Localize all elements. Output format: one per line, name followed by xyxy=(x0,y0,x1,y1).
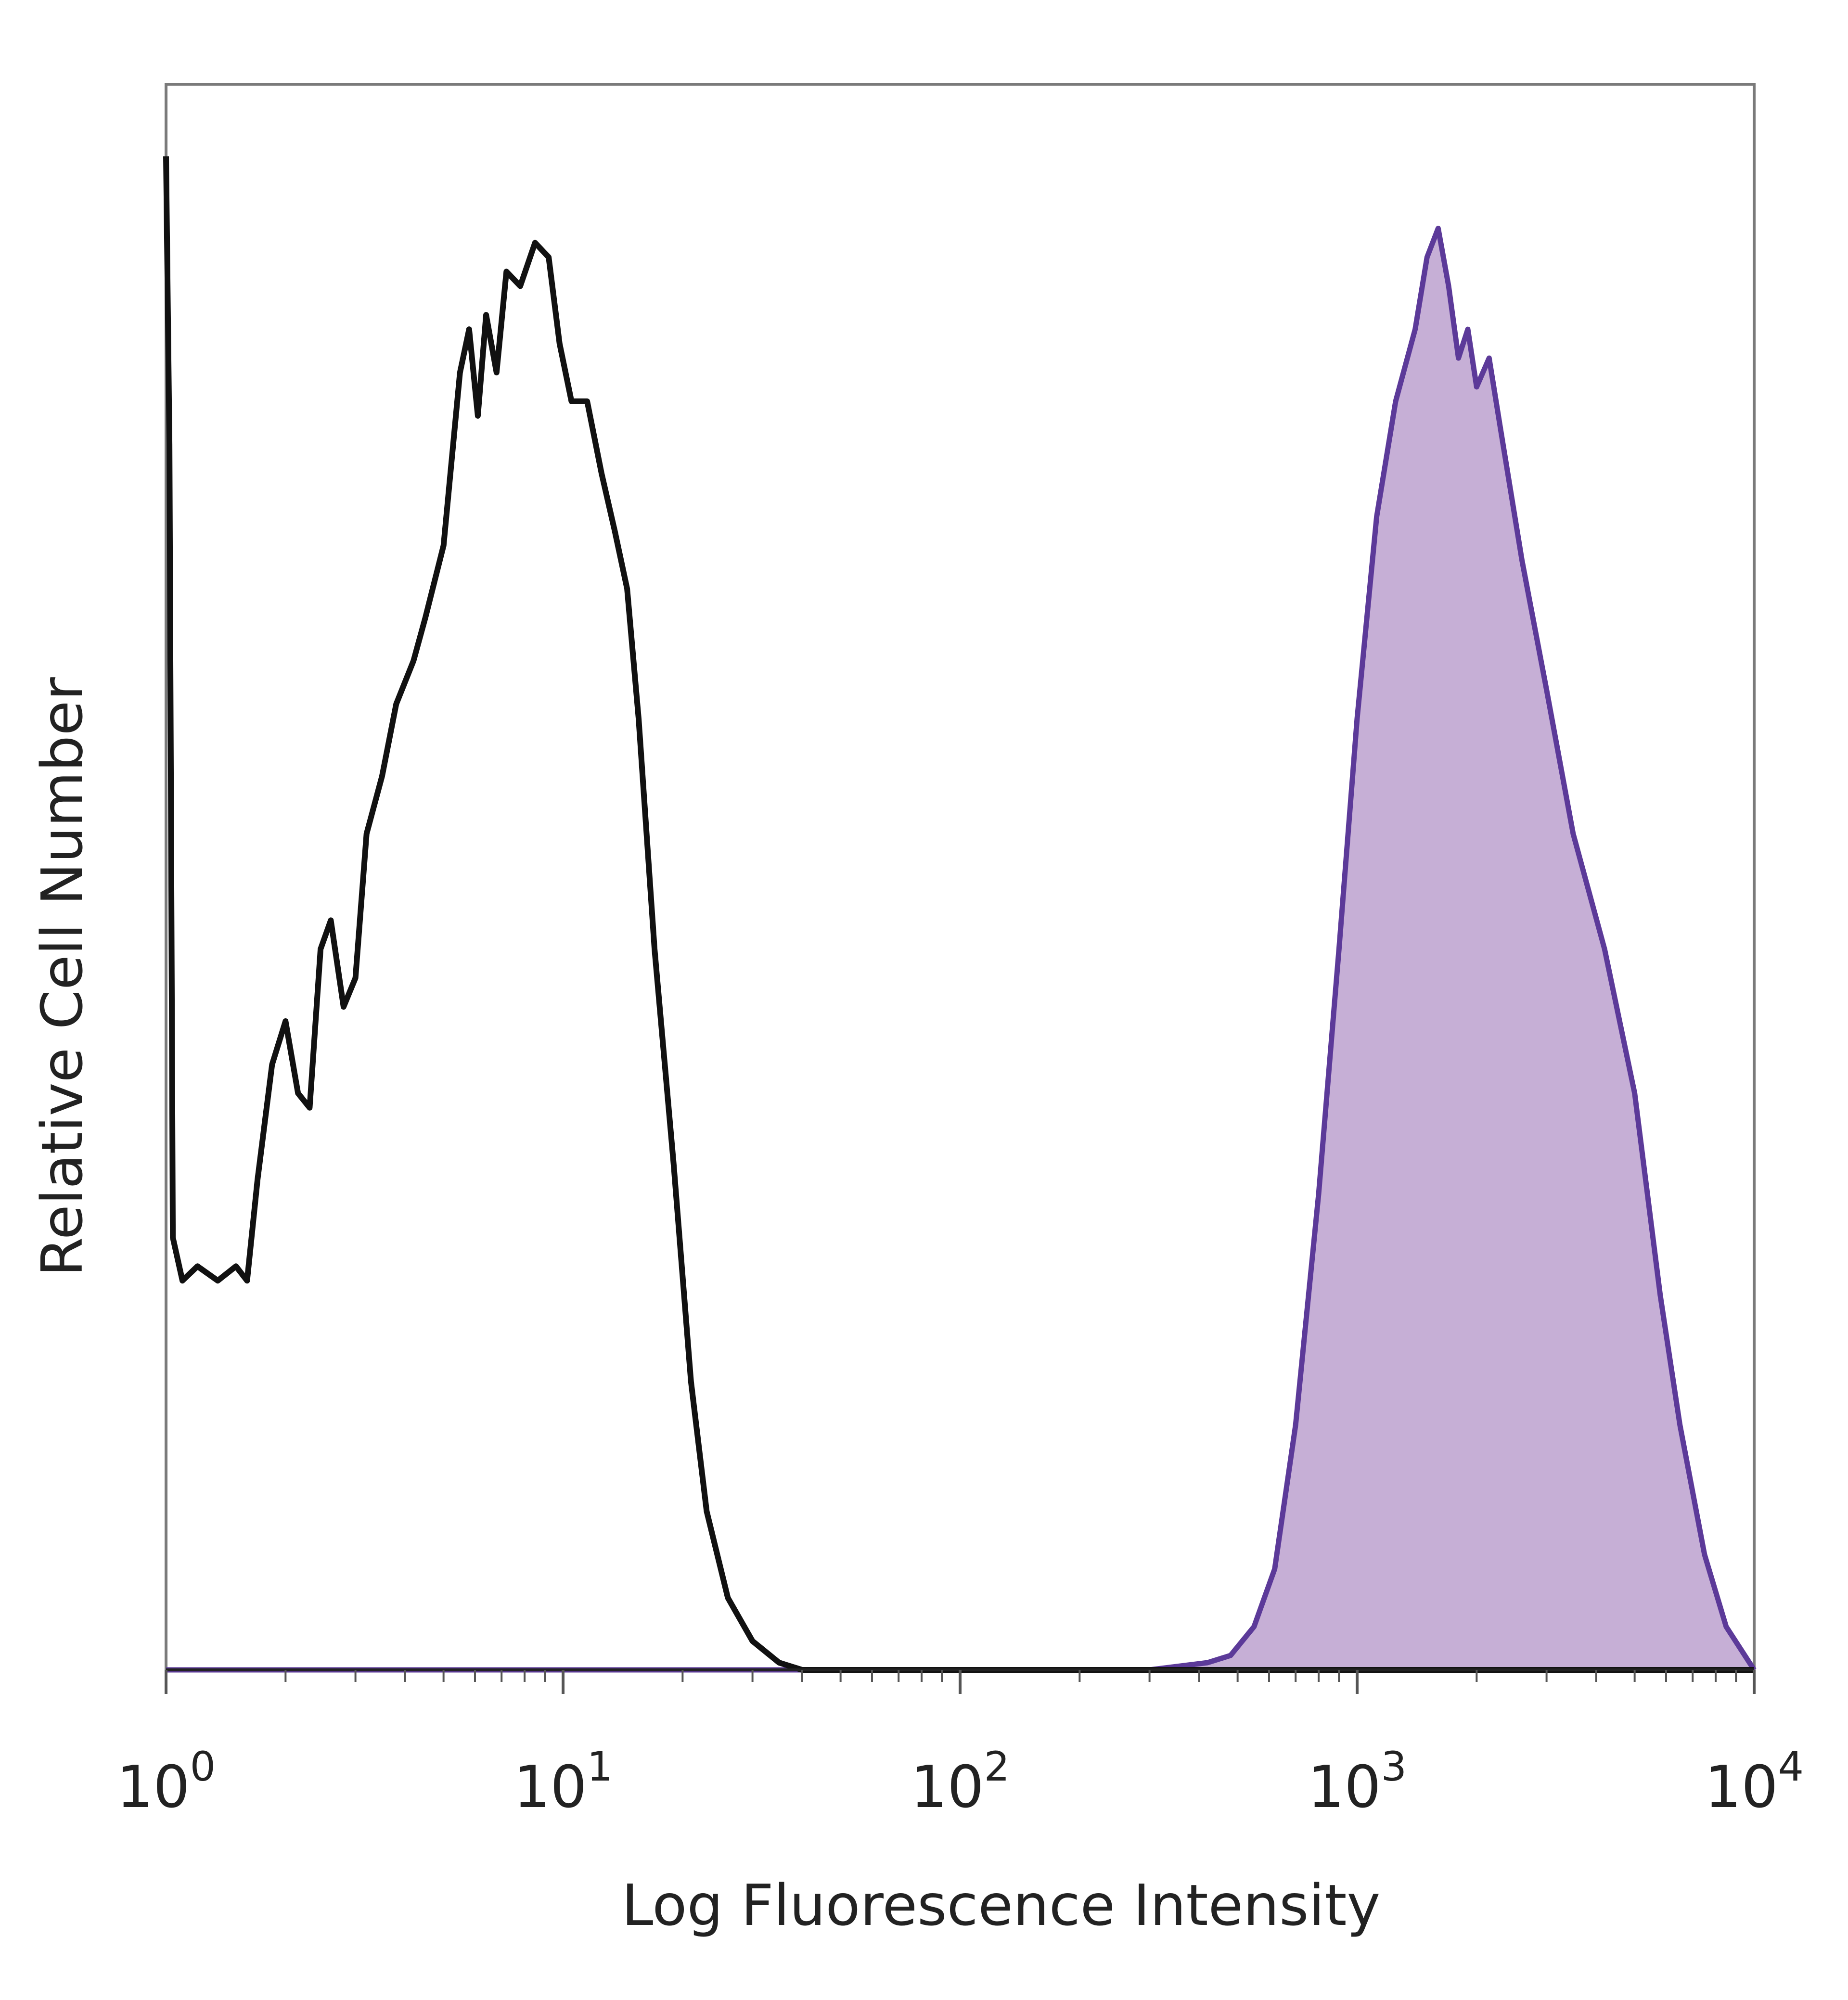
series-layer xyxy=(163,156,1757,1673)
x-tick-label: 101 xyxy=(513,1743,613,1821)
x-tick-label: 100 xyxy=(116,1743,216,1821)
control-histogram-line xyxy=(163,156,1754,1673)
y-axis-label: Relative Cell Number xyxy=(29,677,95,1277)
stained-histogram-fill xyxy=(166,228,1754,1670)
x-tick-label: 104 xyxy=(1705,1743,1804,1821)
stained-histogram-line xyxy=(166,226,1757,1673)
x-tick-label: 103 xyxy=(1308,1743,1407,1821)
x-tick-label: 102 xyxy=(911,1743,1010,1821)
x-axis-label: Log Fluorescence Intensity xyxy=(622,1872,1381,1938)
x-axis-ticks: 100 101 102 103 104 xyxy=(116,1670,1804,1821)
